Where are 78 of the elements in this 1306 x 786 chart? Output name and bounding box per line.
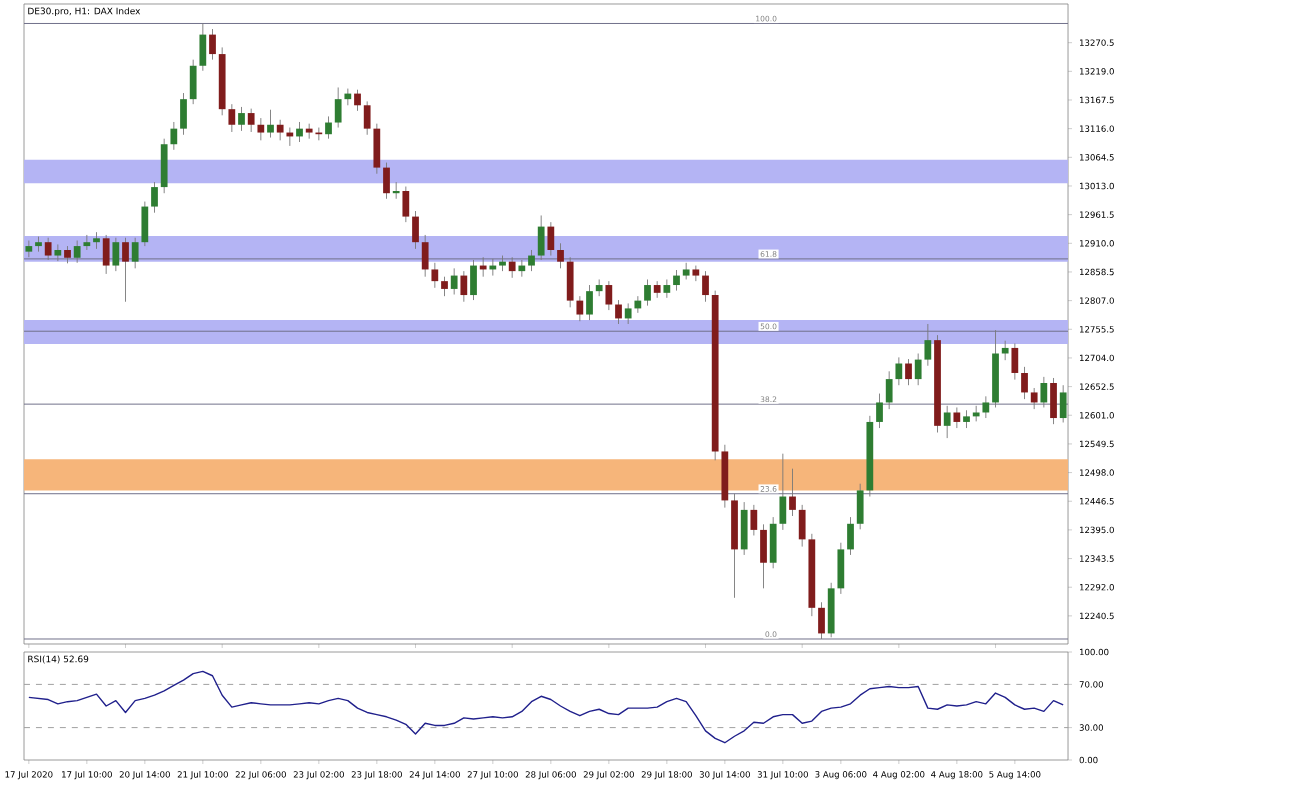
candlestick <box>296 121 303 143</box>
candlestick <box>789 468 796 517</box>
candlestick <box>402 186 410 223</box>
candlestick <box>827 582 835 638</box>
candlestick <box>740 501 748 556</box>
candlestick <box>180 92 187 136</box>
candlestick <box>924 323 932 367</box>
candlestick <box>1001 340 1009 361</box>
candlestick <box>982 395 990 419</box>
candlestick <box>334 87 342 128</box>
candlestick <box>615 299 622 325</box>
candlestick <box>267 109 274 138</box>
candlestick <box>1021 366 1028 400</box>
candlestick <box>663 279 671 299</box>
candlestick <box>228 103 236 133</box>
candlestick <box>586 284 593 321</box>
candlestick <box>450 267 458 295</box>
candlestick <box>199 23 207 72</box>
candlestick <box>412 210 419 250</box>
candlestick <box>914 353 922 386</box>
candlestick <box>905 358 912 386</box>
candlestick <box>537 215 545 261</box>
candlestick <box>953 407 961 429</box>
candlestick <box>605 280 613 311</box>
candlestick <box>44 237 52 261</box>
candlestick <box>247 108 255 133</box>
candlestick <box>1011 343 1019 381</box>
candlestick <box>779 453 787 531</box>
candlestick <box>441 276 448 297</box>
candlestick <box>847 516 854 556</box>
candlestick <box>470 259 477 301</box>
candlestick <box>557 242 564 269</box>
candlestick <box>209 28 216 61</box>
candlestick <box>576 295 584 322</box>
candlestick <box>818 601 825 640</box>
candlestick <box>102 234 110 275</box>
candlestick <box>354 89 361 112</box>
candlestick <box>856 483 864 530</box>
candlestick <box>238 106 245 132</box>
candlestick <box>131 237 139 269</box>
candlestick <box>624 302 632 325</box>
candlestick <box>837 542 845 595</box>
candlestick <box>383 162 390 200</box>
candlestick <box>760 523 767 589</box>
candlestick <box>112 237 120 272</box>
candlestick <box>460 270 468 303</box>
candlestick <box>122 237 129 303</box>
candlestick <box>547 221 555 256</box>
candlestick <box>170 121 178 151</box>
candlestick <box>750 504 758 536</box>
candlestick <box>876 393 883 429</box>
candlestick <box>73 240 81 264</box>
candlestick <box>392 181 400 200</box>
candlestick <box>508 256 516 279</box>
candlestick <box>276 119 284 141</box>
candlestick <box>141 201 149 247</box>
candlestick <box>160 138 168 194</box>
candlestick <box>325 115 332 140</box>
candlestick <box>885 370 893 410</box>
candlestick <box>673 269 680 292</box>
candlestick <box>1050 377 1057 425</box>
candlestick <box>943 405 951 439</box>
candlestick <box>702 270 709 303</box>
candlestick <box>1030 387 1038 410</box>
candlestick <box>566 256 574 308</box>
candlestick <box>421 234 429 278</box>
candlestick <box>1040 376 1048 408</box>
candlestick <box>257 117 265 141</box>
candlestick <box>373 123 381 175</box>
candlestick <box>363 100 371 136</box>
candlestick <box>798 504 806 548</box>
candlestick <box>151 181 158 214</box>
candlestick <box>528 249 535 272</box>
candlestick <box>431 262 439 289</box>
candlestick <box>895 356 903 386</box>
candlestick <box>769 516 777 569</box>
candlestick <box>644 279 651 307</box>
candlestick <box>189 59 197 105</box>
